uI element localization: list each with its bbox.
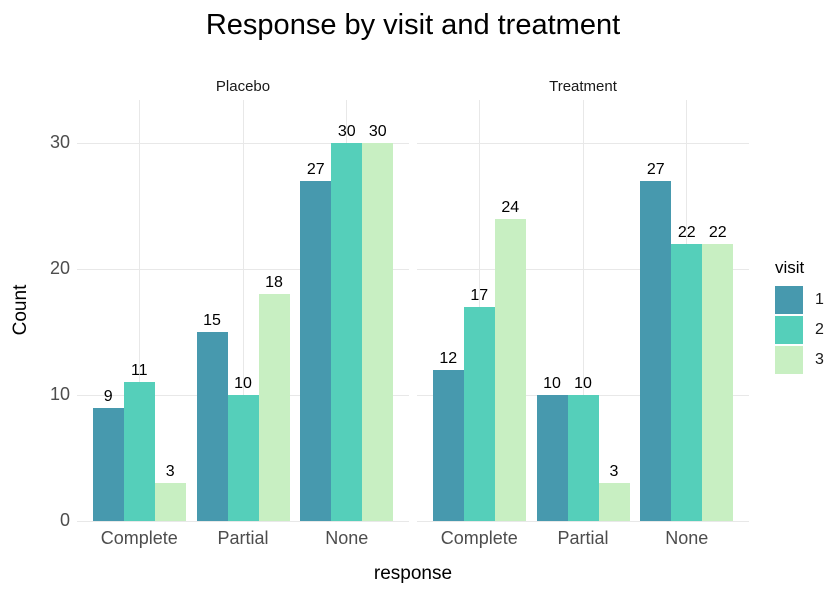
x-tick-label: Complete [440, 528, 518, 548]
legend-swatch [775, 286, 803, 314]
bar-value-label: 10 [543, 375, 561, 392]
facet-panel: 9 11 3 15 10 18 27 30 30 [77, 100, 409, 522]
bar [463, 307, 495, 521]
x-tick-label: Partial [557, 528, 609, 548]
legend-entries: 1 2 3 [775, 286, 824, 374]
x-gridline [242, 100, 244, 521]
bar [640, 181, 672, 521]
y-tick-label: 0 [59, 510, 70, 530]
legend-entry-label: 2 [815, 321, 824, 338]
bar [300, 181, 332, 521]
y-tick-label: 10 [49, 384, 70, 404]
bar [432, 370, 464, 521]
bar-value-label: 18 [265, 274, 283, 291]
legend-entry-label: 3 [815, 351, 824, 368]
legend-entry-label: 1 [815, 291, 824, 308]
bar-value-label: 27 [306, 161, 325, 178]
bar-value-label: 17 [470, 287, 489, 304]
bar [123, 382, 155, 521]
bar [331, 143, 363, 521]
x-tick-label: Complete [100, 528, 178, 548]
bar-value-label: 10 [574, 375, 592, 392]
chart-title: Response by visit and treatment [205, 9, 621, 41]
bar [567, 395, 599, 521]
legend-title: visit [775, 258, 805, 277]
legend-swatch [775, 316, 803, 344]
y-axis-title: Count [10, 284, 31, 336]
bar [154, 483, 186, 521]
x-gridline [138, 100, 140, 521]
bar [702, 244, 734, 521]
bar [362, 143, 394, 521]
facet-strip-label: Placebo [215, 78, 271, 95]
bar [671, 244, 703, 521]
bar-value-label: 30 [368, 123, 387, 140]
bar [92, 408, 124, 521]
bar-value-label: 3 [165, 463, 175, 480]
bar-value-label: 12 [439, 350, 458, 367]
bar-value-label: 3 [609, 463, 619, 480]
bar [536, 395, 568, 521]
x-tick-label: Partial [217, 528, 269, 548]
facet-panel: 12 17 24 10 10 3 27 22 22 [417, 100, 749, 522]
bar [494, 219, 526, 521]
x-axis-title: response [373, 563, 453, 584]
y-gridline [77, 520, 409, 522]
bar-value-label: 27 [646, 161, 665, 178]
bar [196, 332, 228, 521]
y-tick-label: 20 [49, 258, 70, 278]
legend-entry: 1 [775, 286, 824, 314]
facet-strip-label: Treatment [549, 78, 617, 95]
legend-swatch [775, 346, 803, 374]
bar [598, 483, 630, 521]
bar-value-label: 24 [501, 199, 520, 216]
bar [227, 395, 259, 521]
x-tick-label: None [665, 528, 709, 548]
bar [258, 294, 290, 521]
x-tick-label: None [325, 528, 369, 548]
x-gridline [582, 100, 584, 521]
y-gridline [417, 520, 749, 522]
bar-value-label: 30 [337, 123, 356, 140]
bar-value-label: 10 [234, 375, 252, 392]
legend: visit 1 2 3 [775, 258, 824, 376]
bar-value-label: 11 [130, 362, 148, 379]
legend-entry: 2 [775, 316, 824, 344]
y-tick-label: 30 [49, 132, 70, 152]
bar-value-label: 22 [677, 224, 696, 241]
bar-value-label: 15 [203, 312, 221, 329]
legend-entry: 3 [775, 346, 824, 374]
bar-value-label: 9 [103, 388, 113, 405]
bar-value-label: 22 [708, 224, 727, 241]
